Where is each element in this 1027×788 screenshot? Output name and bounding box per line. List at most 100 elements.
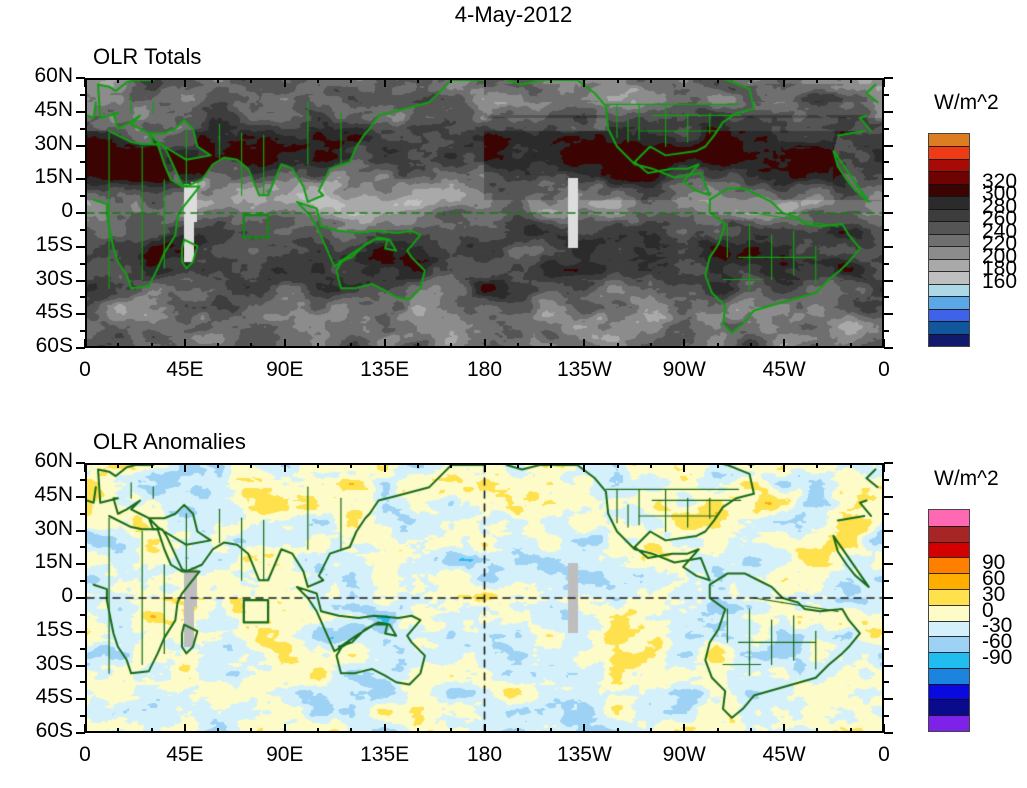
y-tick-minor (884, 613, 889, 616)
colorbar-label-6: -90 (982, 645, 1013, 669)
x-tick-minor (117, 78, 120, 83)
y-tick (884, 313, 893, 316)
y-tick-minor (884, 478, 889, 481)
colorbar-separator (929, 652, 969, 654)
map-plot-olr-totals[interactable] (85, 78, 884, 348)
y-tick (884, 563, 893, 566)
x-tick-minor (350, 463, 353, 468)
colorbar-band-3 (929, 171, 969, 185)
x-tick (883, 339, 885, 348)
colorbar-separator (929, 308, 969, 310)
map-plot-olr-anomalies[interactable] (85, 463, 884, 733)
x-tick-minor (250, 728, 253, 733)
y-tick-minor (80, 478, 85, 481)
x-tick-minor (150, 78, 153, 83)
y-tick (884, 732, 893, 734)
x-tick-minor (749, 463, 752, 468)
y-tick-label-6: 30S (35, 266, 73, 290)
x-tick-minor (450, 728, 453, 733)
colorbar-band-13 (929, 715, 969, 732)
y-tick-minor (884, 681, 889, 684)
x-tick-minor (250, 463, 253, 468)
y-tick-minor (80, 613, 85, 616)
y-tick (76, 698, 85, 701)
x-tick-label-7: 45W (762, 358, 806, 381)
colorbar-band-1 (929, 525, 969, 542)
x-tick-minor (616, 463, 619, 468)
x-tick-minor (150, 463, 153, 468)
x-tick (783, 463, 786, 472)
y-tick-minor (884, 580, 889, 583)
x-tick-minor (416, 343, 419, 348)
colorbar-band-0 (929, 134, 969, 147)
x-tick-label-4: 180 (466, 358, 503, 381)
y-tick-minor (884, 512, 889, 515)
y-tick-label-1: 45N (34, 97, 73, 121)
y-tick-minor (80, 681, 85, 684)
x-tick-minor (150, 728, 153, 733)
x-tick-minor (616, 728, 619, 733)
y-tick-label-4: 0 (61, 199, 73, 222)
y-tick (884, 529, 893, 532)
x-tick (383, 339, 386, 348)
x-tick (483, 339, 486, 348)
x-tick-minor (450, 463, 453, 468)
x-tick-label-6: 90W (662, 358, 706, 381)
x-tick-minor (350, 728, 353, 733)
x-tick-label-6: 90W (662, 743, 706, 766)
y-tick (884, 630, 893, 633)
y-tick-label-4: 0 (61, 584, 73, 607)
colorbar-olr-totals[interactable] (928, 133, 970, 347)
y-tick (884, 597, 893, 599)
y-tick (76, 245, 85, 248)
x-tick-minor (716, 463, 719, 468)
y-tick-label-8: 60S (35, 334, 73, 357)
x-tick (483, 724, 486, 733)
y-tick-minor (80, 296, 85, 299)
y-tick-minor (80, 580, 85, 583)
colorbar-band-0 (929, 510, 969, 527)
colorbar-label-8: 160 (982, 269, 1018, 293)
y-tick-label-3: 15N (34, 165, 73, 189)
colorbar-band-14 (929, 308, 969, 322)
x-tick-minor (217, 463, 220, 468)
x-tick (84, 724, 86, 733)
x-tick-minor (749, 343, 752, 348)
colorbar-olr-anomalies[interactable] (928, 509, 970, 732)
x-tick (383, 463, 386, 472)
x-tick-minor (716, 343, 719, 348)
x-tick-minor (450, 78, 453, 83)
colorbar-band-5 (929, 588, 969, 606)
y-tick (76, 732, 85, 734)
y-tick-minor (884, 546, 889, 549)
colorbar-label-7: 180 (982, 257, 1018, 281)
colorbar-band-15 (929, 321, 969, 334)
x-tick (183, 463, 186, 472)
y-tick (76, 279, 85, 282)
x-tick (483, 463, 486, 472)
x-tick-minor (616, 78, 619, 83)
x-tick-minor (217, 728, 220, 733)
y-tick (76, 664, 85, 667)
colorbar-band-2 (929, 158, 969, 172)
x-tick (683, 724, 686, 733)
x-tick-minor (816, 463, 819, 468)
x-tick-minor (416, 728, 419, 733)
colorbar-title-olr-totals: W/m^2 (934, 91, 999, 114)
colorbar-band-7 (929, 620, 969, 637)
y-tick-minor (80, 647, 85, 650)
y-tick-label-8: 60S (35, 719, 73, 742)
y-tick-label-6: 30S (35, 651, 73, 675)
y-tick-minor (884, 127, 889, 130)
colorbar-label-0: 90 (982, 551, 1006, 575)
y-tick-minor (80, 228, 85, 231)
x-tick-label-7: 45W (762, 743, 806, 766)
y-tick-minor (80, 262, 85, 265)
x-tick-minor (516, 343, 519, 348)
x-tick (783, 78, 786, 87)
x-tick-minor (649, 728, 652, 733)
y-tick-minor (884, 161, 889, 164)
y-tick (884, 245, 893, 248)
colorbar-band-9 (929, 652, 969, 669)
colorbar-label-6: 200 (982, 244, 1018, 268)
